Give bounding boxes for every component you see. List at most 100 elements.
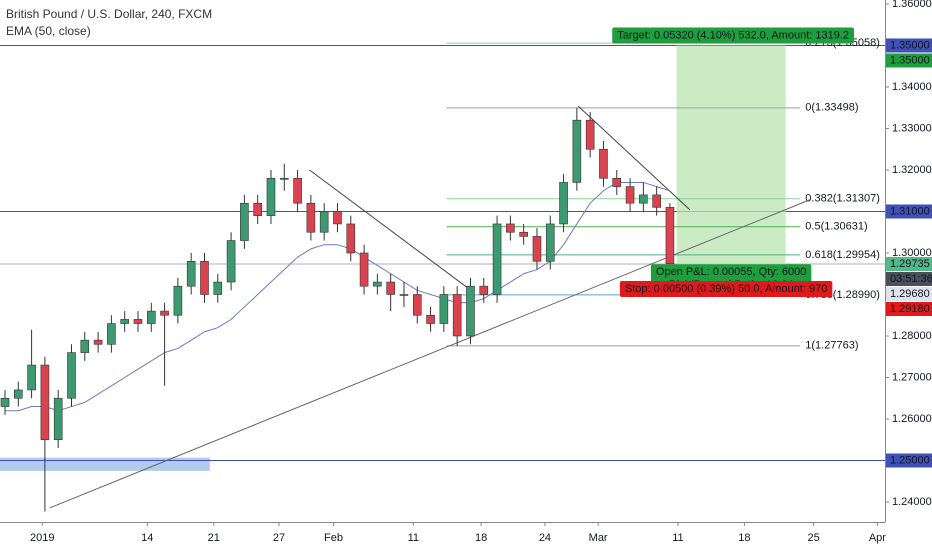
- candle-body: [346, 223, 356, 254]
- x-tick-label: Mar: [589, 532, 608, 544]
- candle-body: [146, 310, 156, 324]
- stop-label-box: [619, 281, 833, 298]
- candle-body: [572, 119, 582, 183]
- candle-body: [253, 202, 262, 216]
- candle-body: [213, 281, 223, 295]
- y-tick-label: 1.34000: [892, 81, 932, 93]
- candle-body: [293, 177, 302, 204]
- fib-label: 0(1.33498): [805, 102, 858, 114]
- candle-body: [665, 207, 675, 265]
- candle-body: [93, 339, 103, 345]
- price-label: 1.29680: [890, 288, 930, 300]
- candle-body: [439, 294, 449, 324]
- countdown: 03:51:36: [890, 273, 932, 285]
- x-tick-label: Feb: [324, 532, 343, 544]
- x-tick-label: 11: [672, 532, 683, 544]
- y-tick-label: 1.27000: [892, 371, 932, 383]
- x-tick-label: 25: [807, 532, 819, 544]
- candle-body: [13, 389, 23, 399]
- pnl-label-text: Open P&L: 0.00055, Qty: 6000: [656, 266, 806, 278]
- candle-body: [27, 364, 36, 391]
- candle-body: [599, 148, 608, 179]
- target-label-box: [612, 27, 855, 44]
- candle-body: [107, 323, 116, 345]
- candle-body: [133, 319, 143, 324]
- candle-body: [200, 260, 209, 295]
- candle-body: [67, 352, 76, 399]
- indicator-title: EMA (50, close): [6, 24, 91, 38]
- candle-body: [80, 339, 90, 353]
- candle-body: [279, 177, 289, 180]
- time-axis-bg: [0, 522, 932, 550]
- candle-body: [492, 223, 502, 295]
- y-tick-label: 1.33000: [892, 122, 932, 134]
- candle-body: [306, 202, 316, 233]
- stop-label-text: Stop: 0.00500 (0.39%) 50.0, Amount: 970: [625, 283, 827, 295]
- candle-body: [266, 177, 276, 216]
- candle-body: [53, 397, 63, 441]
- x-tick-label: Apr: [869, 532, 886, 544]
- ema-line: [5, 181, 671, 412]
- candle-body: [506, 223, 515, 233]
- price-label: 1.25000: [890, 454, 930, 466]
- price-label: 1.31000: [890, 205, 930, 217]
- price-label-box: [886, 301, 932, 316]
- candle-body: [519, 231, 528, 237]
- stop-label: Stop: 0.00500 (0.39%) 50.0, Amount: 970: [619, 281, 833, 298]
- x-tick-label: 24: [539, 532, 551, 544]
- x-tick-label: 18: [475, 532, 487, 544]
- y-tick-label: 1.28000: [892, 330, 932, 342]
- target-area: [676, 45, 786, 267]
- trend-line: [577, 105, 691, 211]
- price-label: 1.29180: [890, 303, 930, 315]
- fib-label: 1(1.27763): [805, 340, 858, 352]
- x-tick-label: 11: [408, 532, 419, 544]
- candle-body: [333, 211, 342, 225]
- candle-body: [319, 211, 329, 233]
- candle-body: [612, 177, 622, 187]
- price-label: 1.29735: [890, 258, 930, 270]
- candle-body: [160, 310, 169, 316]
- fib-label: 0.618(1.29954): [805, 249, 880, 261]
- price-label-box: [886, 204, 932, 219]
- candle-body: [240, 202, 249, 241]
- price-label-box: [886, 286, 932, 301]
- candle-body: [545, 223, 555, 262]
- trend-line: [309, 169, 471, 291]
- y-tick-label: 1.32000: [892, 164, 932, 176]
- x-tick-label: 27: [273, 532, 285, 544]
- candle-body: [479, 285, 489, 295]
- candle-body: [426, 314, 435, 324]
- candle-body: [120, 319, 129, 324]
- y-tick-label: 1.26000: [892, 413, 932, 425]
- countdown-box: [886, 271, 932, 286]
- candle-body: [452, 294, 462, 337]
- fib-label: 0.5(1.30631): [805, 221, 867, 233]
- candle-body: [40, 364, 50, 441]
- x-tick-label: 18: [738, 532, 750, 544]
- price-label-box: [886, 38, 932, 53]
- candle-body: [173, 285, 183, 316]
- candle-body: [386, 281, 395, 295]
- candle-body: [559, 182, 568, 225]
- price-label: 1.35000: [890, 39, 930, 51]
- price-label-box: [886, 53, 932, 68]
- y-tick-label: 1.36000: [892, 0, 932, 10]
- candle-body: [186, 260, 196, 287]
- symbol-title: British Pound / U.S. Dollar, 240, FXCM: [6, 7, 213, 21]
- candle-body: [625, 186, 635, 204]
- price-label-box: [886, 256, 932, 271]
- candle-body: [373, 281, 382, 287]
- x-tick-label: 14: [141, 532, 153, 544]
- fib-label: 0.382(1.31307): [805, 193, 880, 205]
- x-tick-label: 2019: [30, 532, 54, 544]
- price-label: 1.35000: [890, 54, 930, 66]
- candle-body: [466, 285, 475, 337]
- y-tick-label: 1.24000: [892, 496, 932, 508]
- target-label-text: Target: 0.05320 (4.10%) 532.0, Amount: 1…: [617, 29, 849, 41]
- x-tick-label: 21: [208, 532, 220, 544]
- candle-body: [0, 397, 10, 407]
- price-label-box: [886, 453, 932, 468]
